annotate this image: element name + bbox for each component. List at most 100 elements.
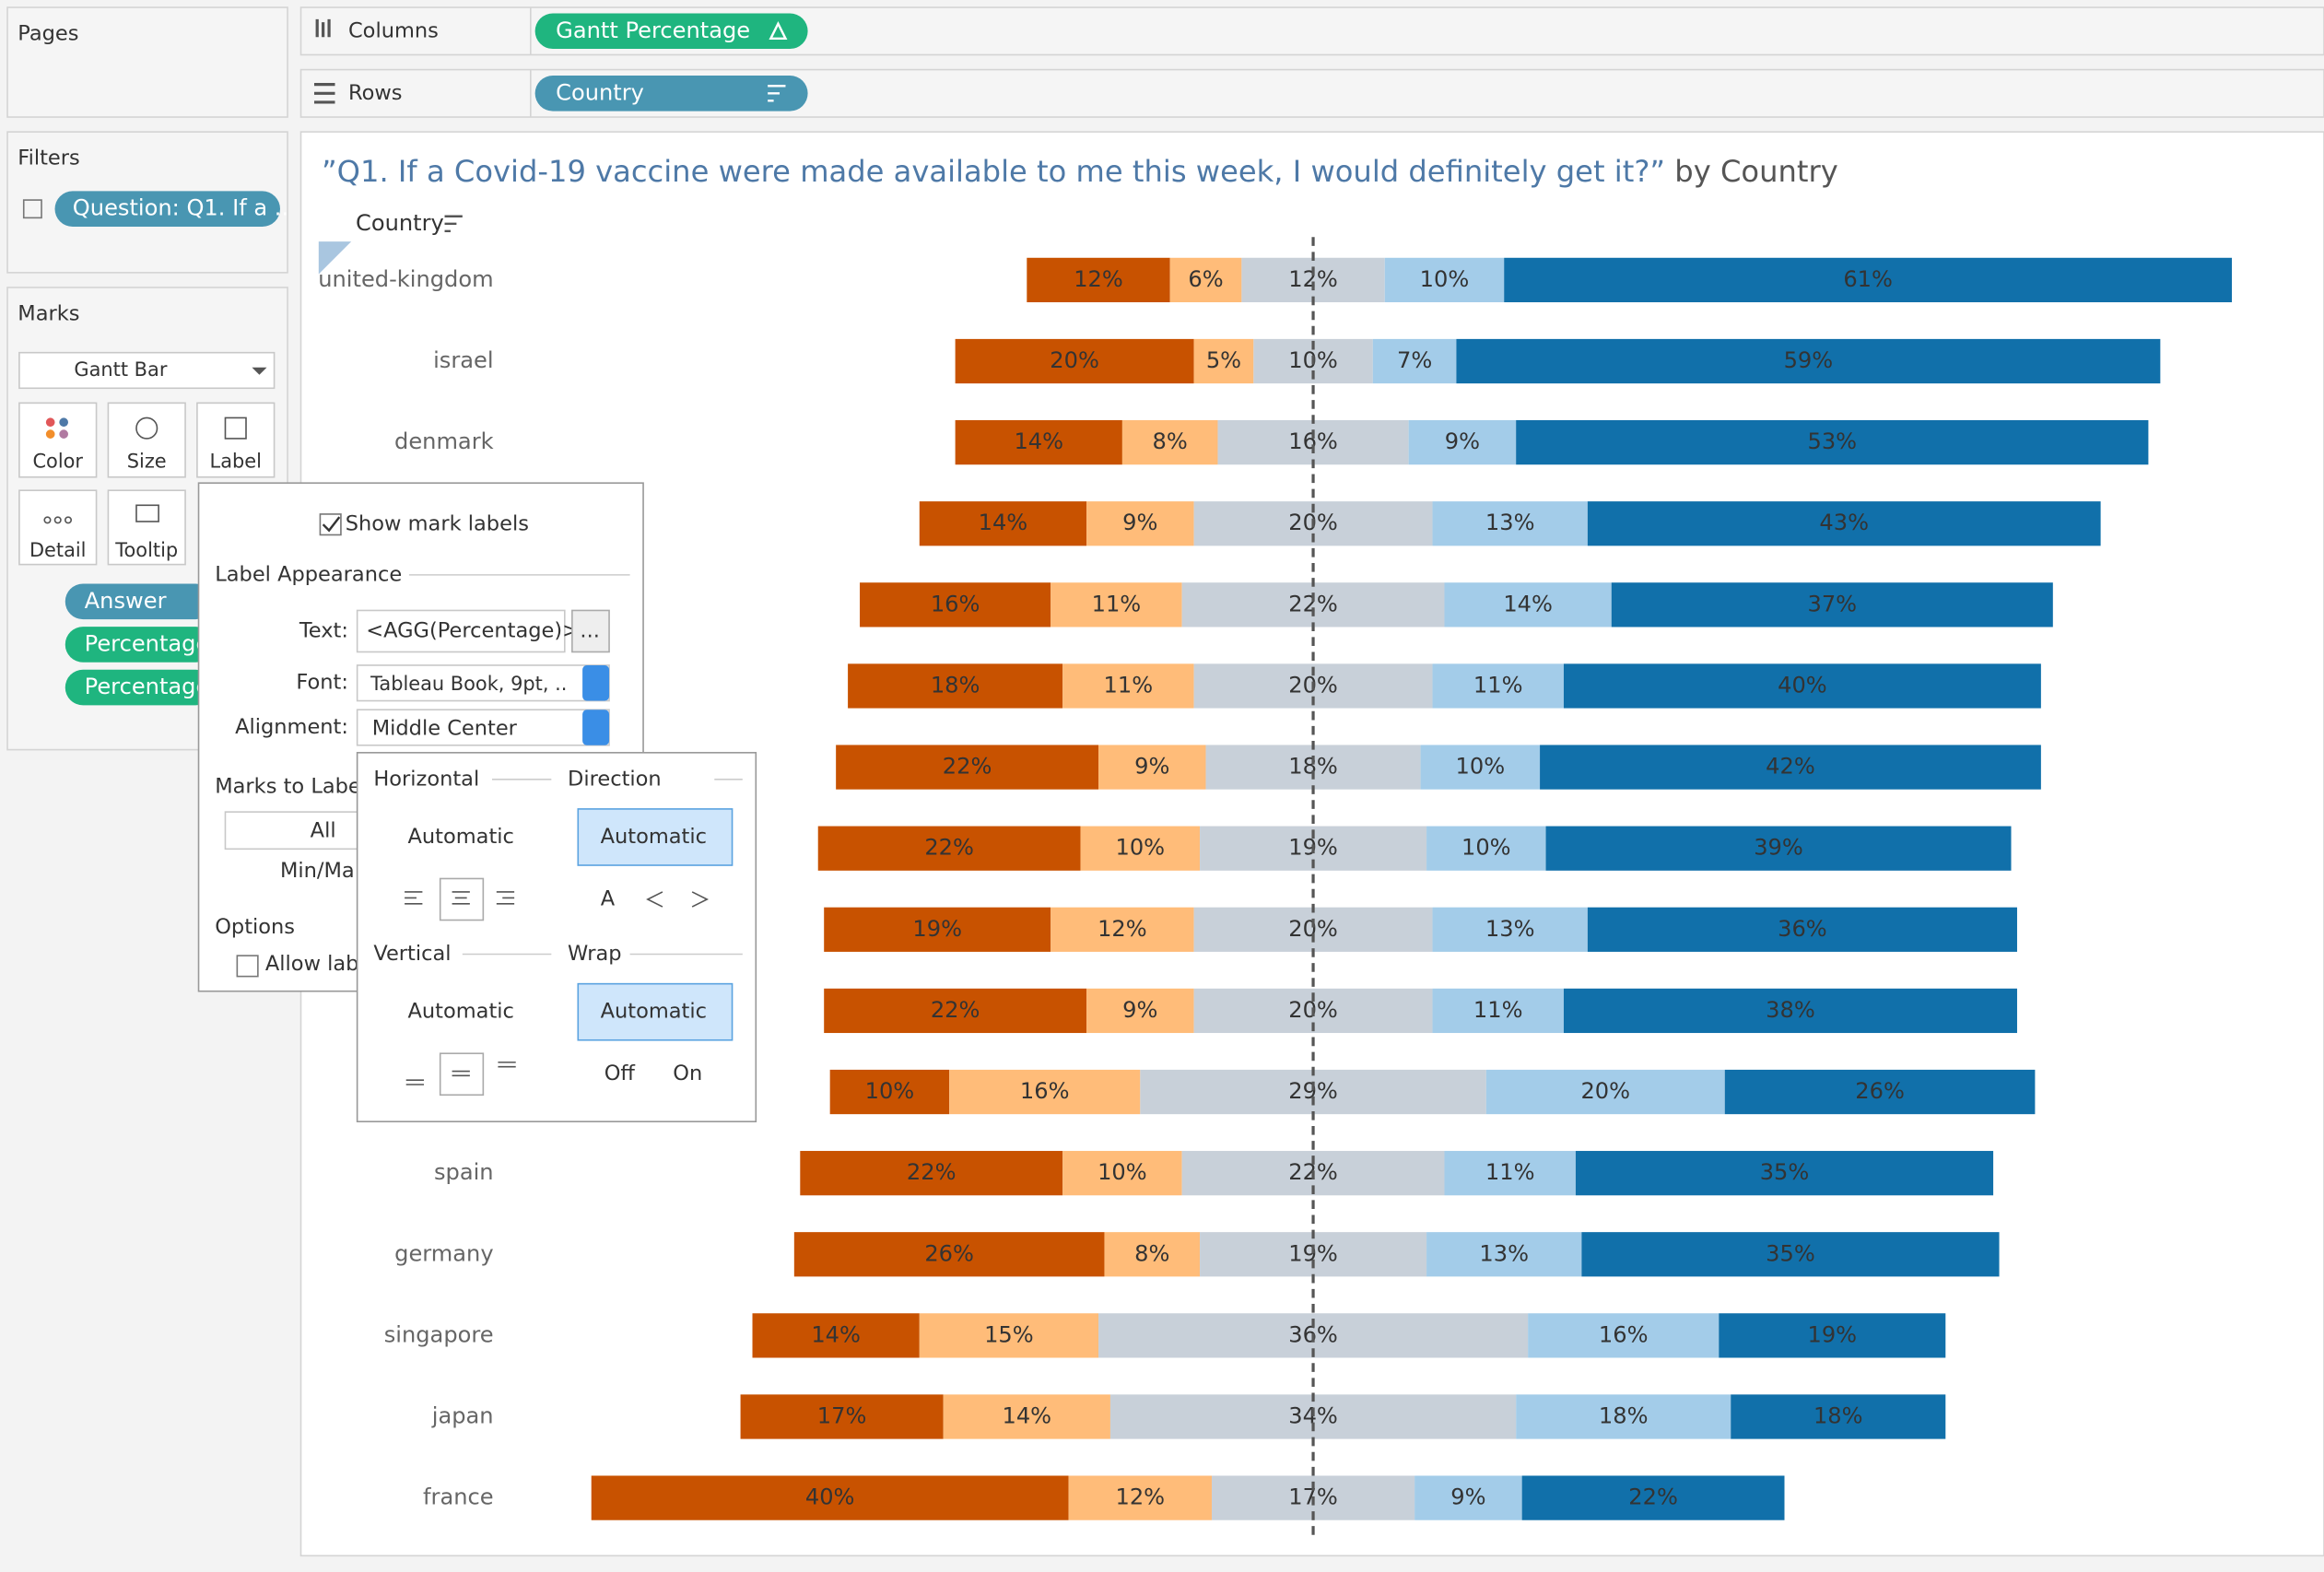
minmax-text: Min/Ma [280, 859, 355, 883]
value-label: 6% [1188, 266, 1223, 292]
stepper [582, 710, 610, 745]
option[interactable]: Automatic [408, 825, 514, 849]
value-label: 37% [1807, 591, 1857, 616]
selected-icon[interactable] [439, 877, 485, 921]
country-label: france [423, 1484, 494, 1510]
direction-icon[interactable]: A [601, 887, 616, 911]
value-label: 17% [817, 1402, 867, 1428]
filter-pill[interactable] [54, 191, 280, 228]
bar-segment [1485, 1069, 1725, 1115]
bar-segment [1426, 1232, 1582, 1277]
bar-segment [1384, 257, 1505, 303]
detail-button[interactable] [18, 489, 98, 566]
option[interactable]: On [673, 1062, 702, 1085]
alignment-select[interactable] [356, 709, 610, 746]
bar-segment [1587, 501, 2101, 546]
icon [135, 416, 158, 440]
mark-type-dropdown[interactable] [18, 351, 276, 390]
country-label: israel [433, 347, 493, 373]
value-label: 10% [1420, 266, 1470, 292]
icon [135, 504, 159, 522]
size-button[interactable] [107, 402, 186, 478]
value-label: 53% [1807, 428, 1857, 454]
answer-pill[interactable] [65, 583, 214, 620]
value-label: 20% [1580, 1078, 1630, 1104]
value-label: 59% [1784, 347, 1834, 373]
bar-segment [1080, 826, 1201, 871]
marks-title: Marks [18, 301, 79, 325]
row-header: Country [356, 210, 444, 236]
option[interactable]: Off [604, 1062, 636, 1085]
columns-pill[interactable] [534, 13, 808, 50]
selected-option[interactable] [577, 982, 734, 1041]
bar-segment [800, 1151, 1063, 1196]
value-label: 19% [912, 916, 962, 942]
value-label: 61% [1843, 266, 1893, 292]
value-label: 10% [1116, 835, 1166, 861]
label-pill[interactable] [65, 669, 214, 706]
text-input[interactable] [356, 609, 566, 653]
font-select[interactable] [356, 664, 610, 702]
bar-segment [1062, 663, 1194, 709]
bar-segment [1731, 1394, 1946, 1439]
more-text: ... [580, 618, 599, 642]
value-label: 16% [1020, 1078, 1070, 1104]
rows-pill[interactable] [534, 76, 808, 111]
option[interactable]: Automatic [408, 1000, 514, 1024]
value-label: 13% [1485, 510, 1535, 535]
size-pill[interactable] [65, 627, 214, 663]
bar-segment [1109, 1394, 1517, 1439]
value-label: 11% [1473, 672, 1523, 698]
bar-segment [1414, 1475, 1522, 1520]
bar-segment [1104, 1232, 1201, 1277]
value-label: 43% [1819, 510, 1869, 535]
bar-segment [1432, 988, 1564, 1034]
bar-segment [1444, 582, 1612, 628]
label-button[interactable] [196, 402, 276, 478]
sort-icon [768, 85, 786, 102]
selected-icon[interactable] [439, 1052, 485, 1097]
font-value: Tableau Book, 9pt, .. [370, 673, 567, 695]
country-label: germany [394, 1240, 493, 1266]
pill-text: Percentage [85, 630, 210, 656]
bar-segment [1563, 663, 2041, 709]
color-button[interactable] [18, 402, 98, 478]
pill-text: Percentage [85, 674, 210, 699]
alignment-value: Middle Center [372, 717, 518, 741]
value-label: 15% [984, 1321, 1034, 1347]
section-title: Marks to Label [215, 774, 367, 798]
field-label: Alignment: [235, 715, 348, 739]
section-title: Direction [568, 767, 662, 791]
tooltip-button[interactable] [107, 489, 186, 566]
value-label: 18% [1599, 1402, 1649, 1428]
value-label: 8% [1153, 428, 1188, 454]
selected-option[interactable] [577, 808, 734, 866]
bar-segment [1528, 1313, 1720, 1358]
value-label: 42% [1766, 754, 1815, 780]
stepper [582, 664, 610, 701]
bar-segment [1193, 338, 1254, 384]
bar-segment [793, 1232, 1105, 1277]
value-label: 22% [907, 1159, 957, 1185]
bar-segment [919, 501, 1087, 546]
checkbox[interactable] [319, 513, 342, 536]
bar-segment [1086, 501, 1194, 546]
chart-title: ”Q1. If a Covid-19 vaccine were made ava… [322, 154, 1838, 189]
value-label: 20% [1050, 347, 1099, 373]
rows-label: Rows [348, 81, 403, 105]
bar-segment [1200, 1232, 1427, 1277]
value-label: 35% [1760, 1159, 1810, 1185]
value-label: 14% [1503, 591, 1553, 616]
bar-segment [1086, 988, 1194, 1034]
checkbox[interactable] [236, 955, 259, 978]
bar-segment [1169, 257, 1242, 303]
bar-segment [824, 988, 1087, 1034]
bar-segment [591, 1475, 1069, 1520]
bar-segment [1432, 663, 1564, 709]
value-label: 40% [1778, 672, 1827, 698]
more-button[interactable] [571, 609, 610, 653]
value-label: 40% [805, 1484, 855, 1510]
bar-segment [1062, 1151, 1182, 1196]
icon [59, 429, 68, 439]
